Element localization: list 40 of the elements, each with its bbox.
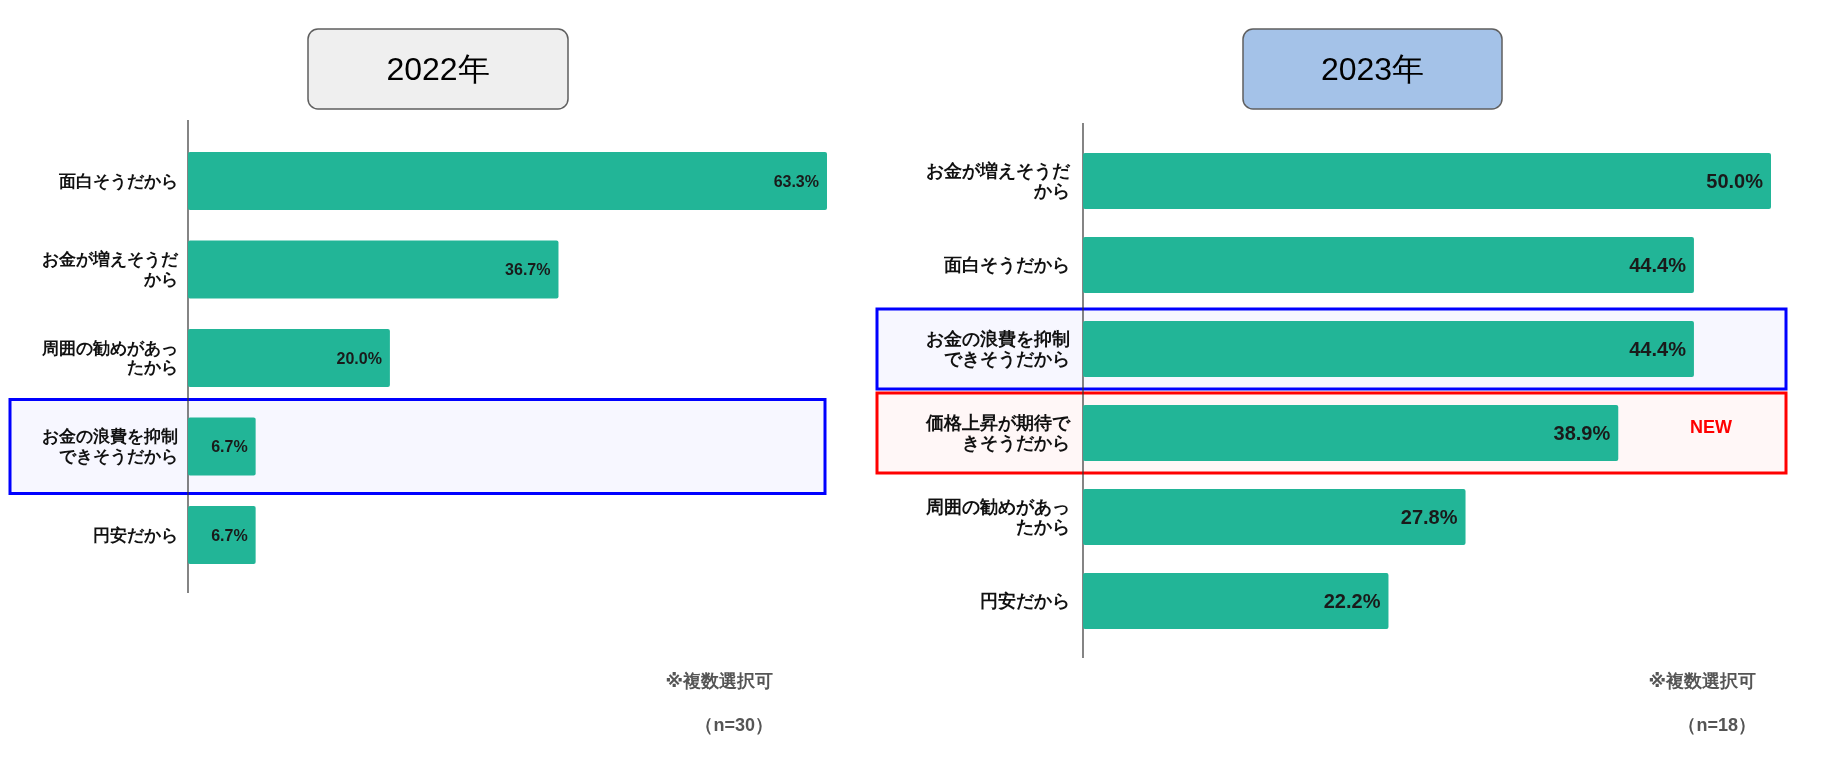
bar: [188, 417, 256, 476]
bar: [188, 329, 390, 387]
y-tick-label: 円安だから: [93, 525, 178, 545]
data-label: 20.0%: [336, 349, 382, 367]
data-label: 6.7%: [211, 438, 248, 455]
bar: [1083, 321, 1694, 377]
text: ※複数選択可: [665, 671, 773, 691]
bar: [188, 506, 256, 564]
text: （n=18）: [1678, 715, 1756, 735]
y-tick-label: 周囲の勧めがあったから: [41, 338, 178, 378]
chart-title: 2022年: [386, 51, 490, 87]
y-tick-label: 円安だから: [980, 591, 1070, 611]
data-label: 36.7%: [505, 261, 551, 278]
bar: [1083, 153, 1771, 209]
y-tick-label: 周囲の勧めがあったから: [925, 496, 1070, 538]
y-tick-label: お金の浪費を抑制できそうだから: [926, 328, 1070, 370]
data-label: 38.9%: [1553, 422, 1611, 444]
data-label: 63.3%: [773, 172, 819, 190]
bar: [1083, 573, 1389, 629]
y-tick-label: 面白そうだから: [943, 255, 1070, 275]
bar: [1083, 489, 1466, 545]
data-label: 44.4%: [1629, 338, 1687, 360]
text: （n=30）: [695, 715, 773, 735]
band-label: NEW: [1690, 417, 1732, 437]
data-label: 27.8%: [1400, 506, 1458, 528]
bar: [188, 240, 559, 299]
y-tick-label: お金の浪費を抑制できそうだから: [42, 427, 178, 466]
y-tick-label: 面白そうだから: [58, 171, 178, 191]
chart-title: 2023年: [1320, 51, 1425, 87]
data-label: 6.7%: [211, 526, 248, 544]
data-label: 50.0%: [1706, 170, 1764, 192]
y-tick-label: お金が増えそうだから: [926, 159, 1071, 202]
data-label: 22.2%: [1323, 590, 1381, 612]
y-tick-label: お金が増えそうだから: [42, 249, 179, 289]
text: ※複数選択可: [1648, 671, 1756, 691]
data-label: 44.4%: [1629, 254, 1687, 276]
y-tick-label: 価格上昇が期待できそうだから: [925, 412, 1071, 454]
bar: [188, 152, 827, 210]
bar: [1083, 405, 1619, 461]
bar: [1083, 237, 1694, 293]
